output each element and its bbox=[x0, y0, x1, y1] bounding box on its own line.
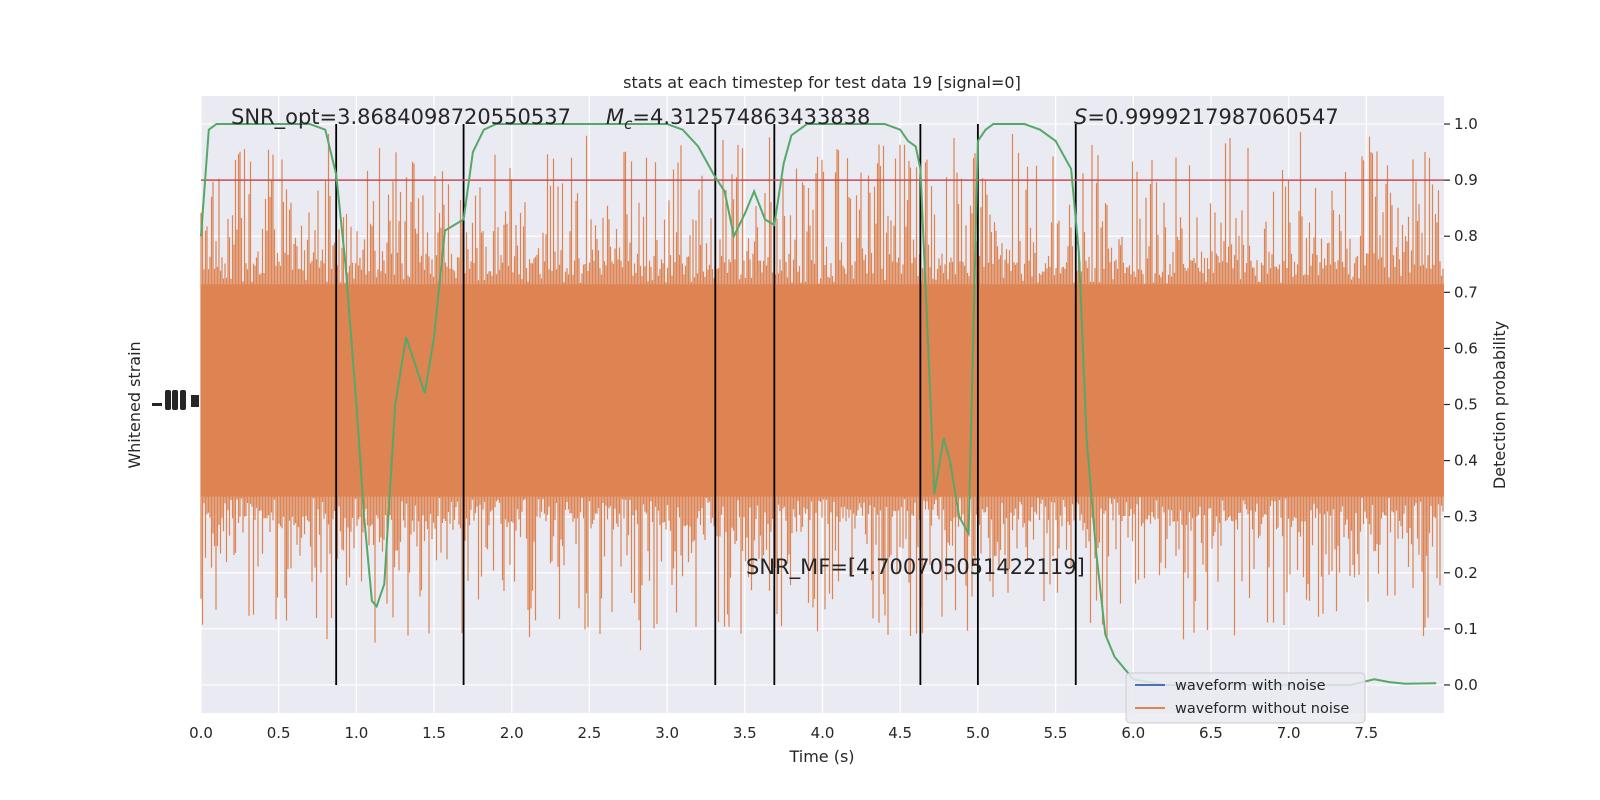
probability-line bbox=[200, 123, 1437, 686]
y-axis-left-collapsed-ticks bbox=[152, 390, 199, 410]
y-tick-label: 0.2 bbox=[1454, 564, 1478, 582]
x-tick-label: 4.0 bbox=[811, 724, 835, 742]
snr-mf-annotation: SNR_MF=[4.700705051422119] bbox=[746, 555, 1085, 580]
y-tick-label: 0.4 bbox=[1454, 452, 1478, 470]
y-tick-label: 0.3 bbox=[1454, 508, 1478, 526]
x-tick-label: 4.5 bbox=[888, 724, 912, 742]
x-tick-label: 2.5 bbox=[578, 724, 602, 742]
legend-label-with-noise: waveform with noise bbox=[1175, 678, 1326, 694]
x-tick-label: 1.0 bbox=[344, 724, 368, 742]
y-axis-left-label: Whitened strain bbox=[125, 341, 144, 468]
legend: waveform with noise waveform without noi… bbox=[1125, 672, 1366, 724]
x-tick-label: 1.5 bbox=[422, 724, 446, 742]
noise-spikes bbox=[200, 132, 1444, 651]
x-tick-label: 7.0 bbox=[1277, 724, 1301, 742]
chart-title: stats at each timestep for test data 19 … bbox=[623, 73, 1021, 92]
y-tick-label: 0.7 bbox=[1454, 283, 1478, 301]
y-tick-label: 0.1 bbox=[1454, 620, 1478, 638]
y-axis-right-ticks: 0.0 0.1 0.2 0.3 0.4 0.5 0.6 0.7 0.8 0.9 1.0 bbox=[1444, 115, 1478, 694]
x-axis-ticks: 0.0 0.5 1.0 1.5 2.0 2.5 3.0 3.5 4.0 4.5 5.0 5.5 6.0 6… bbox=[189, 724, 1378, 742]
x-tick-label: 6.5 bbox=[1199, 724, 1223, 742]
x-tick-label: 2.0 bbox=[500, 724, 524, 742]
x-tick-label: 7.5 bbox=[1354, 724, 1378, 742]
y-tick-label: 0.6 bbox=[1454, 339, 1478, 357]
y-tick-label: 1.0 bbox=[1454, 115, 1478, 133]
x-tick-label: 0.5 bbox=[267, 724, 291, 742]
legend-box bbox=[1125, 672, 1366, 724]
x-tick-label: 0.0 bbox=[189, 724, 213, 742]
x-tick-label: 6.0 bbox=[1121, 724, 1145, 742]
x-axis-label: Time (s) bbox=[788, 747, 854, 766]
snr-opt-annotation: SNR_opt=3.8684098720550537 bbox=[231, 105, 571, 130]
y-axis-right-label: Detection probability bbox=[1490, 321, 1509, 489]
noise-series bbox=[200, 132, 1444, 651]
x-tick-label: 5.5 bbox=[1044, 724, 1068, 742]
y-tick-label: 0.8 bbox=[1454, 227, 1478, 245]
x-tick-label: 5.0 bbox=[966, 724, 990, 742]
x-tick-label: 3.0 bbox=[655, 724, 679, 742]
s-annotation: S=0.9999217987060547 bbox=[1074, 105, 1339, 129]
x-tick-label: 3.5 bbox=[733, 724, 757, 742]
y-tick-label: 0.5 bbox=[1454, 396, 1478, 414]
y-tick-label: 0.0 bbox=[1454, 676, 1478, 694]
chirp-mass-annotation: Mc=4.312574863433838 bbox=[606, 105, 870, 133]
legend-label-without-noise: waveform without noise bbox=[1175, 701, 1349, 717]
y-tick-label: 0.9 bbox=[1454, 171, 1478, 189]
